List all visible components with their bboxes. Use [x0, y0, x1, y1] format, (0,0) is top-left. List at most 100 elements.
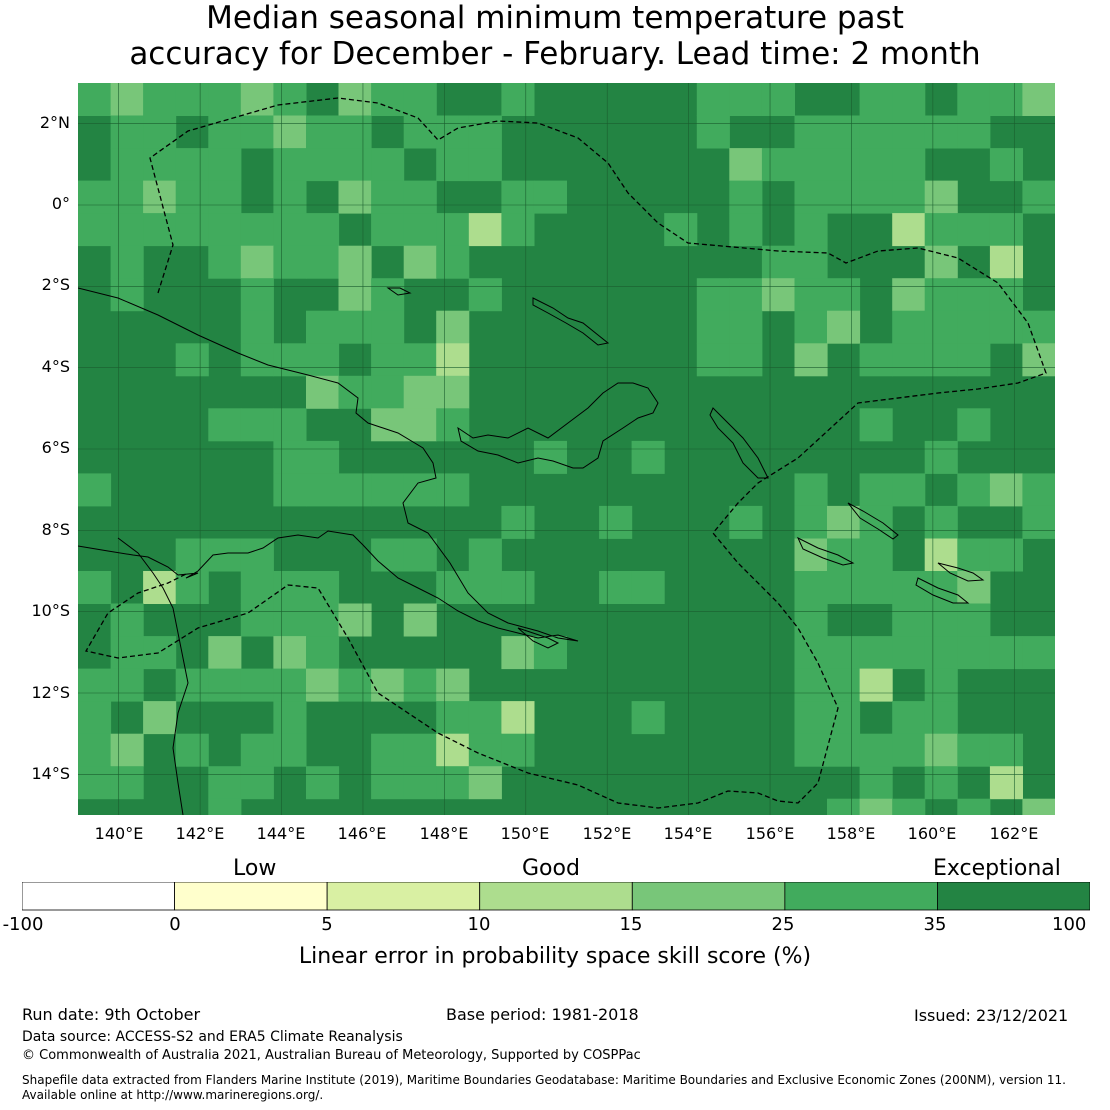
skill-cell: [1022, 473, 1055, 507]
skill-cell: [143, 213, 177, 247]
lat-tick-4S: 4°S: [41, 357, 70, 376]
skill-cell: [924, 278, 958, 312]
skill-cell: [827, 115, 861, 149]
solomons-coastline-1: [847, 502, 899, 540]
cbar-tick-15: 15: [619, 914, 643, 935]
skill-cell: [827, 701, 861, 735]
skill-cell: [859, 148, 893, 182]
skill-cell: [794, 278, 828, 312]
skill-cell: [827, 636, 861, 670]
skill-cell: [859, 538, 893, 572]
skill-cell: [924, 766, 958, 800]
lat-tick-6S: 6°S: [41, 438, 70, 457]
skill-cell: [208, 408, 242, 442]
skill-cell: [175, 148, 209, 182]
skill-cell: [794, 505, 828, 539]
skill-cell: [1022, 83, 1055, 116]
skill-cell: [306, 343, 340, 377]
skill-cell: [110, 213, 144, 247]
colorbar-label: Linear error in probability space skill …: [298, 944, 812, 969]
skill-cell: [631, 571, 665, 604]
skill-cell: [794, 668, 828, 702]
skill-cell: [533, 636, 567, 670]
skill-cell: [143, 571, 177, 604]
skill-cell: [175, 571, 209, 604]
skill-cell: [957, 473, 991, 507]
skill-cell: [306, 636, 340, 670]
skill-cell: [729, 310, 763, 344]
skill-cell: [338, 375, 372, 409]
skill-cell: [827, 538, 861, 572]
skill-cell: [240, 733, 274, 767]
skill-cell: [78, 733, 112, 767]
skill-cell: [957, 115, 991, 149]
skill-cell: [664, 213, 698, 247]
skill-cell: [1022, 310, 1055, 344]
skill-cell: [110, 766, 144, 800]
colorbar-bin: [631, 882, 786, 911]
skill-cell: [827, 668, 861, 702]
skill-cell: [338, 180, 372, 214]
skill-cell: [957, 278, 991, 312]
skill-cell: [924, 571, 958, 604]
skill-cell: [110, 245, 144, 279]
skill-cell: [78, 473, 112, 507]
skill-cell: [501, 733, 535, 767]
skill-cell: [794, 538, 828, 572]
lat-tick-12S: 12°S: [31, 683, 70, 702]
skill-cell: [208, 798, 242, 815]
skill-cell: [989, 245, 1023, 279]
skill-cell: [794, 343, 828, 377]
skill-cell: [989, 766, 1023, 800]
new-britain-coastline: [457, 382, 659, 469]
skill-cell: [371, 733, 405, 767]
skill-cell: [729, 343, 763, 377]
skill-cell: [794, 245, 828, 279]
skill-cell: [501, 701, 535, 735]
skill-cell: [306, 571, 340, 604]
skill-cell: [892, 180, 926, 214]
skill-cell: [533, 440, 567, 474]
skill-cell: [110, 180, 144, 214]
skill-cell: [273, 473, 307, 507]
skill-cell: [208, 668, 242, 702]
skill-cell: [78, 668, 112, 702]
skill-cell: [306, 148, 340, 182]
skill-cell: [403, 245, 437, 279]
skill-cell: [859, 83, 893, 116]
lon-tick-144E: 144°E: [256, 824, 306, 843]
skill-cell: [436, 766, 470, 800]
lat-tick-10S: 10°S: [31, 601, 70, 620]
skill-cell: [306, 245, 340, 279]
skill-cell: [110, 668, 144, 702]
skill-cell: [175, 343, 209, 377]
new-ireland-coastline: [532, 297, 610, 346]
skill-cell: [924, 505, 958, 539]
skill-cell: [306, 213, 340, 247]
lon-tick-148E: 148°E: [419, 824, 469, 843]
skill-cell: [436, 213, 470, 247]
lon-tick-160E: 160°E: [907, 824, 957, 843]
skill-cell: [859, 115, 893, 149]
skill-cell: [468, 278, 502, 312]
skill-cell: [729, 505, 763, 539]
skill-cell: [143, 148, 177, 182]
skill-cell: [957, 83, 991, 116]
skill-cell: [240, 668, 274, 702]
skill-cell: [371, 148, 405, 182]
legend-low: Low: [233, 856, 277, 881]
skill-cell: [859, 408, 893, 442]
skill-cell: [892, 148, 926, 182]
skill-cell: [729, 148, 763, 182]
skill-cell: [371, 766, 405, 800]
skill-cell: [957, 636, 991, 670]
skill-cell: [436, 245, 470, 279]
skill-cell: [306, 115, 340, 149]
skill-cell: [761, 278, 795, 312]
skill-cell: [273, 408, 307, 442]
cbar-tick-10: 10: [467, 914, 491, 935]
skill-cell: [468, 538, 502, 572]
skill-cell: [892, 636, 926, 670]
cbar-tick-neg100: -100: [2, 914, 44, 935]
skill-cell: [501, 213, 535, 247]
